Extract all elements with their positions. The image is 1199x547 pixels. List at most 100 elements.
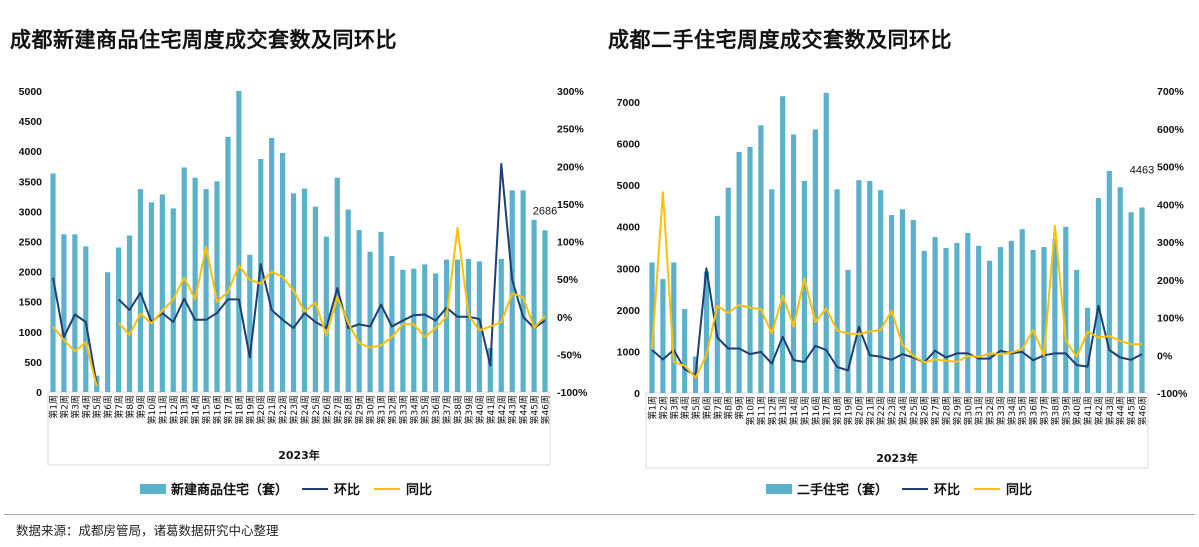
bar-第20周 [856, 180, 862, 393]
x-tick-label: 第46周 [1137, 396, 1149, 425]
x-tick-label: 第42周 [496, 395, 508, 424]
line-series-yoy [651, 191, 1142, 379]
chart-title-second-hand: 成都二手住宅周度成交套数及同环比 [608, 28, 952, 52]
bar-第15周 [801, 180, 808, 393]
x-tick-label: 第18周 [832, 396, 844, 425]
legend-swatch-yoy [374, 487, 401, 490]
legend-swatch-yoy [974, 487, 1001, 490]
x-tick-label: 第20周 [853, 396, 865, 425]
bar-第38周 [454, 259, 461, 392]
legend-swatch-bar [766, 483, 792, 494]
bar-第17周 [823, 92, 829, 394]
y-right-tick-label: 700% [1157, 86, 1185, 98]
bar-第7周 [116, 247, 122, 392]
bar-第9周 [736, 151, 742, 393]
x-tick-label: 第3周 [668, 396, 680, 420]
bar-第21周 [269, 137, 275, 392]
bar-第33周 [997, 247, 1004, 393]
bar-第11周 [159, 194, 165, 392]
y-right-tick-label: 0% [557, 312, 573, 324]
bar-第16周 [812, 129, 818, 394]
x-tick-label: 第34周 [408, 395, 420, 424]
x-tick-label: 第4周 [679, 396, 691, 420]
line-series-mom [52, 163, 546, 385]
bar-第22周 [878, 190, 884, 393]
y-left-tick-label: 2000 [19, 267, 43, 279]
legend-label-mom: 环比 [934, 483, 961, 498]
bar-第8周 [725, 187, 731, 393]
y-left-tick-label: 1000 [19, 327, 43, 339]
x-tick-label: 第25周 [908, 396, 920, 425]
bar-第29周 [954, 242, 960, 393]
bar-第32周 [986, 260, 993, 393]
x-axis-title: 2023年 [876, 451, 918, 465]
x-tick-label: 第39周 [1060, 396, 1072, 425]
y-right-tick-label: 400% [1157, 199, 1185, 211]
x-tick-label: 第30周 [962, 396, 974, 425]
y-left-tick-label: 5000 [617, 180, 641, 192]
bar-第27周 [932, 237, 938, 393]
bar-第35周 [1019, 229, 1025, 393]
bar-第27周 [334, 177, 340, 392]
bar-第12周 [769, 189, 775, 393]
x-tick-label: 第14周 [190, 395, 202, 424]
bar-第40周 [476, 261, 482, 392]
x-tick-label: 第17周 [222, 395, 234, 424]
x-tick-label: 第5周 [690, 396, 702, 420]
bar-第42周 [498, 258, 504, 392]
legend-new-homes: 新建商品住宅（套） 环比 同比 [140, 479, 432, 498]
x-tick-label: 第8周 [124, 395, 136, 419]
footer-divider [4, 514, 1195, 515]
x-tick-label: 第44周 [518, 395, 530, 424]
y-left-tick-label: 1000 [617, 346, 641, 358]
x-tick-label: 第30周 [365, 395, 377, 424]
bar-第10周 [747, 146, 753, 393]
legend-label-yoy: 同比 [406, 483, 433, 498]
bar-第11周 [758, 125, 764, 393]
x-tick-label: 第23周 [288, 395, 300, 424]
bar-第14周 [192, 177, 198, 392]
data-label-last-week: 4463 [1130, 164, 1154, 176]
x-tick-label: 第14周 [788, 396, 800, 425]
y-right-tick-label: 200% [557, 161, 585, 173]
bar-第45周 [1128, 212, 1134, 393]
x-tick-label: 第8周 [723, 396, 735, 420]
bar-第44周 [1117, 187, 1123, 393]
x-tick-label: 第36周 [430, 395, 442, 424]
x-tick-label: 第45周 [529, 395, 541, 424]
x-tick-label: 第13周 [777, 396, 789, 425]
bar-第38周 [1052, 239, 1058, 393]
data-label-last-week: 2686 [533, 205, 557, 217]
bar-第4周 [83, 246, 89, 392]
x-tick-label: 第12周 [168, 395, 180, 424]
bar-第41周 [487, 348, 493, 392]
bar-第25周 [312, 206, 318, 392]
bar-第39周 [465, 258, 472, 392]
x-tick-label: 第22周 [875, 396, 887, 425]
bar-第26周 [323, 236, 329, 392]
x-tick-label: 第27周 [930, 396, 942, 425]
y-left-tick-label: 4500 [19, 116, 43, 128]
x-tick-label: 第41周 [485, 395, 497, 424]
bar-第34周 [411, 268, 417, 392]
x-tick-label: 第7周 [712, 396, 724, 420]
line-series-mom [651, 267, 1143, 377]
x-tick-label: 第19周 [244, 395, 256, 424]
x-tick-label: 第43周 [1104, 396, 1116, 425]
x-axis-title: 2023年 [278, 448, 320, 462]
x-tick-label: 第23周 [886, 396, 898, 425]
x-tick-label: 第15周 [799, 396, 811, 425]
x-tick-label: 第6周 [102, 395, 114, 419]
bar-第30周 [965, 232, 971, 393]
legend-label-bar: 二手住宅（套） [797, 483, 889, 498]
y-right-tick-label: 300% [557, 86, 585, 98]
bar-第6周 [703, 271, 710, 393]
bar-第29周 [356, 230, 362, 392]
legend-swatch-bar [140, 483, 166, 494]
bar-第26周 [921, 250, 927, 393]
x-tick-label: 第11周 [755, 396, 767, 425]
bar-第4周 [682, 309, 688, 393]
bar-第43周 [509, 190, 515, 392]
bar-第10周 [148, 202, 154, 392]
legend-swatch-mom [302, 487, 329, 490]
